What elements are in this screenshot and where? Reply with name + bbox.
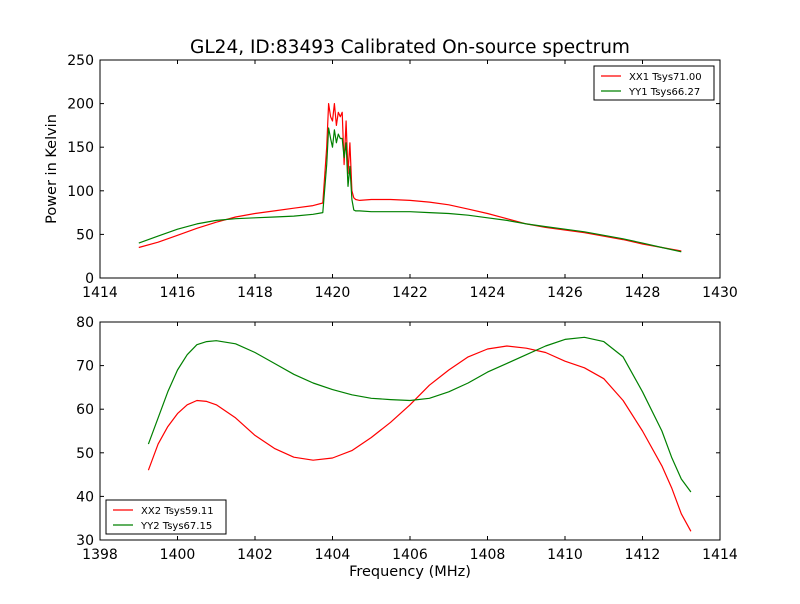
top-ytick-label: 150	[67, 140, 94, 156]
bottom-series-1-line	[147, 345, 692, 532]
top-xtick-label: 1422	[392, 285, 428, 301]
top-xtick-label: 1426	[547, 285, 583, 301]
bottom-xtick-label: 1406	[392, 547, 428, 563]
top-ytick-label: 200	[67, 97, 94, 113]
bottom-ytick-label: 50	[76, 446, 94, 462]
bottom-xtick-label: 1412	[625, 547, 661, 563]
top-ytick-label: 50	[76, 227, 94, 243]
bottom-legend: XX2 Tsys59.11 YY2 Tsys67.15	[105, 499, 227, 535]
bottom-ytick-label: 80	[76, 315, 94, 331]
bottom-legend-label-1: XX2 Tsys59.11	[141, 506, 214, 517]
top-xtick-label: 1414	[82, 285, 118, 301]
bottom-ytick-label: 60	[76, 402, 94, 418]
top-legend-label-1: XX1 Tsys71.00	[629, 72, 702, 83]
bottom-ytick-label: 70	[76, 359, 94, 375]
top-legend-box	[593, 65, 715, 101]
bottom-xlabel: Frequency (MHz)	[349, 564, 471, 580]
top-legend-label-2: YY1 Tsys66.27	[628, 87, 700, 98]
bottom-xtick-label: 1408	[470, 547, 506, 563]
top-panel: 1414 1416 1418 1420 1422 1424 1426 1428 1430 0 50 1…	[44, 53, 738, 301]
bottom-xtick-label: 1402	[237, 547, 273, 563]
top-xtick-label: 1424	[470, 285, 506, 301]
top-xtick-label: 1428	[625, 285, 661, 301]
top-legend: XX1 Tsys71.00 YY1 Tsys66.27	[593, 65, 715, 101]
top-xtick-label: 1420	[315, 285, 351, 301]
top-series-1-line	[138, 102, 682, 252]
bottom-panel: 1398 1400 1402 1404 1406 1408 1410 1412 1414 30 40…	[76, 315, 738, 580]
bottom-legend-box	[105, 499, 227, 535]
bottom-xtick-label: 1404	[315, 547, 351, 563]
bottom-xtick-label: 1400	[160, 547, 196, 563]
top-series-2-line	[138, 127, 682, 253]
top-xtick-label: 1430	[702, 285, 738, 301]
bottom-legend-label-2: YY2 Tsys67.15	[140, 521, 212, 532]
bottom-xtick-label: 1398	[82, 547, 118, 563]
top-ytick-label: 250	[67, 53, 94, 69]
top-xtick-label: 1416	[160, 285, 196, 301]
bottom-ytick-label: 30	[76, 533, 94, 549]
top-ylabel: Power in Kelvin	[44, 114, 60, 224]
bottom-series-2-line	[147, 336, 692, 493]
top-xtick-label: 1418	[237, 285, 273, 301]
top-ytick-label: 0	[85, 271, 94, 287]
bottom-ytick-label: 40	[76, 489, 94, 505]
bottom-xtick-label: 1414	[702, 547, 738, 563]
chart-title: GL24, ID:83493 Calibrated On-source spec…	[190, 37, 630, 58]
top-ytick-label: 100	[67, 184, 94, 200]
bottom-xtick-label: 1410	[547, 547, 583, 563]
